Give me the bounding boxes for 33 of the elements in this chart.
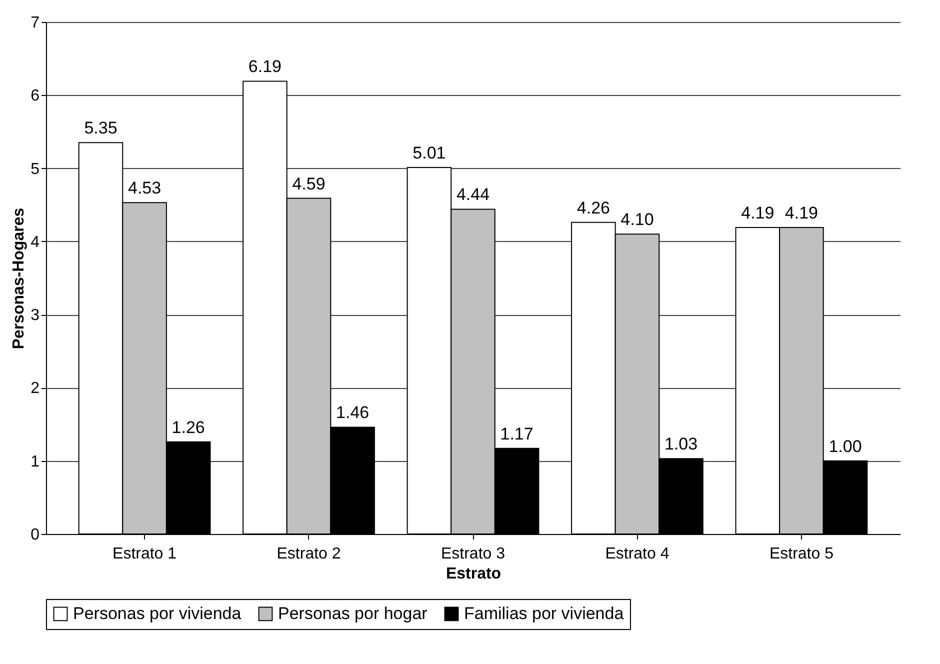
- x-tick-label: Estrato 1: [112, 546, 177, 562]
- y-tick-label: 3: [30, 307, 40, 324]
- data-label: 4.26: [576, 198, 610, 218]
- legend-label: Personas por hogar: [278, 604, 428, 623]
- x-tick-label: Estrato 5: [769, 546, 834, 562]
- legend-label: Personas por vivienda: [73, 604, 242, 623]
- data-label: 6.19: [248, 57, 282, 76]
- data-label: 4.19: [741, 204, 774, 223]
- y-tick-label: 5: [30, 160, 40, 178]
- y-tick-label: 0: [30, 526, 40, 544]
- y-tick-label: 6: [30, 88, 40, 105]
- x-tick-label: Estrato 2: [276, 546, 341, 562]
- data-label: 4.59: [292, 174, 326, 194]
- data-label: 1.00: [828, 436, 862, 456]
- x-axis-title: Estrato: [446, 566, 502, 582]
- y-tick-label: 2: [30, 380, 40, 398]
- legend-label: Familias por vivienda: [464, 604, 624, 623]
- data-label: 4.53: [128, 178, 162, 198]
- data-label: 1.46: [336, 403, 370, 422]
- data-label: 1.03: [664, 434, 698, 454]
- data-label: 4.10: [620, 210, 654, 230]
- x-tick-label: Estrato 4: [605, 546, 670, 562]
- data-label: 4.19: [784, 204, 818, 223]
- x-tick-label: Estrato 3: [440, 546, 506, 562]
- data-label: 5.35: [84, 118, 118, 138]
- y-axis-title: Personas-Hogares: [10, 208, 28, 350]
- data-label: 4.44: [456, 185, 490, 204]
- y-tick-label: 7: [30, 14, 40, 32]
- y-tick-label: 1: [30, 453, 40, 470]
- data-label: 5.01: [412, 144, 446, 163]
- data-label: 1.17: [500, 424, 534, 444]
- data-label: 1.26: [172, 418, 205, 437]
- y-tick-label: 4: [30, 234, 40, 251]
